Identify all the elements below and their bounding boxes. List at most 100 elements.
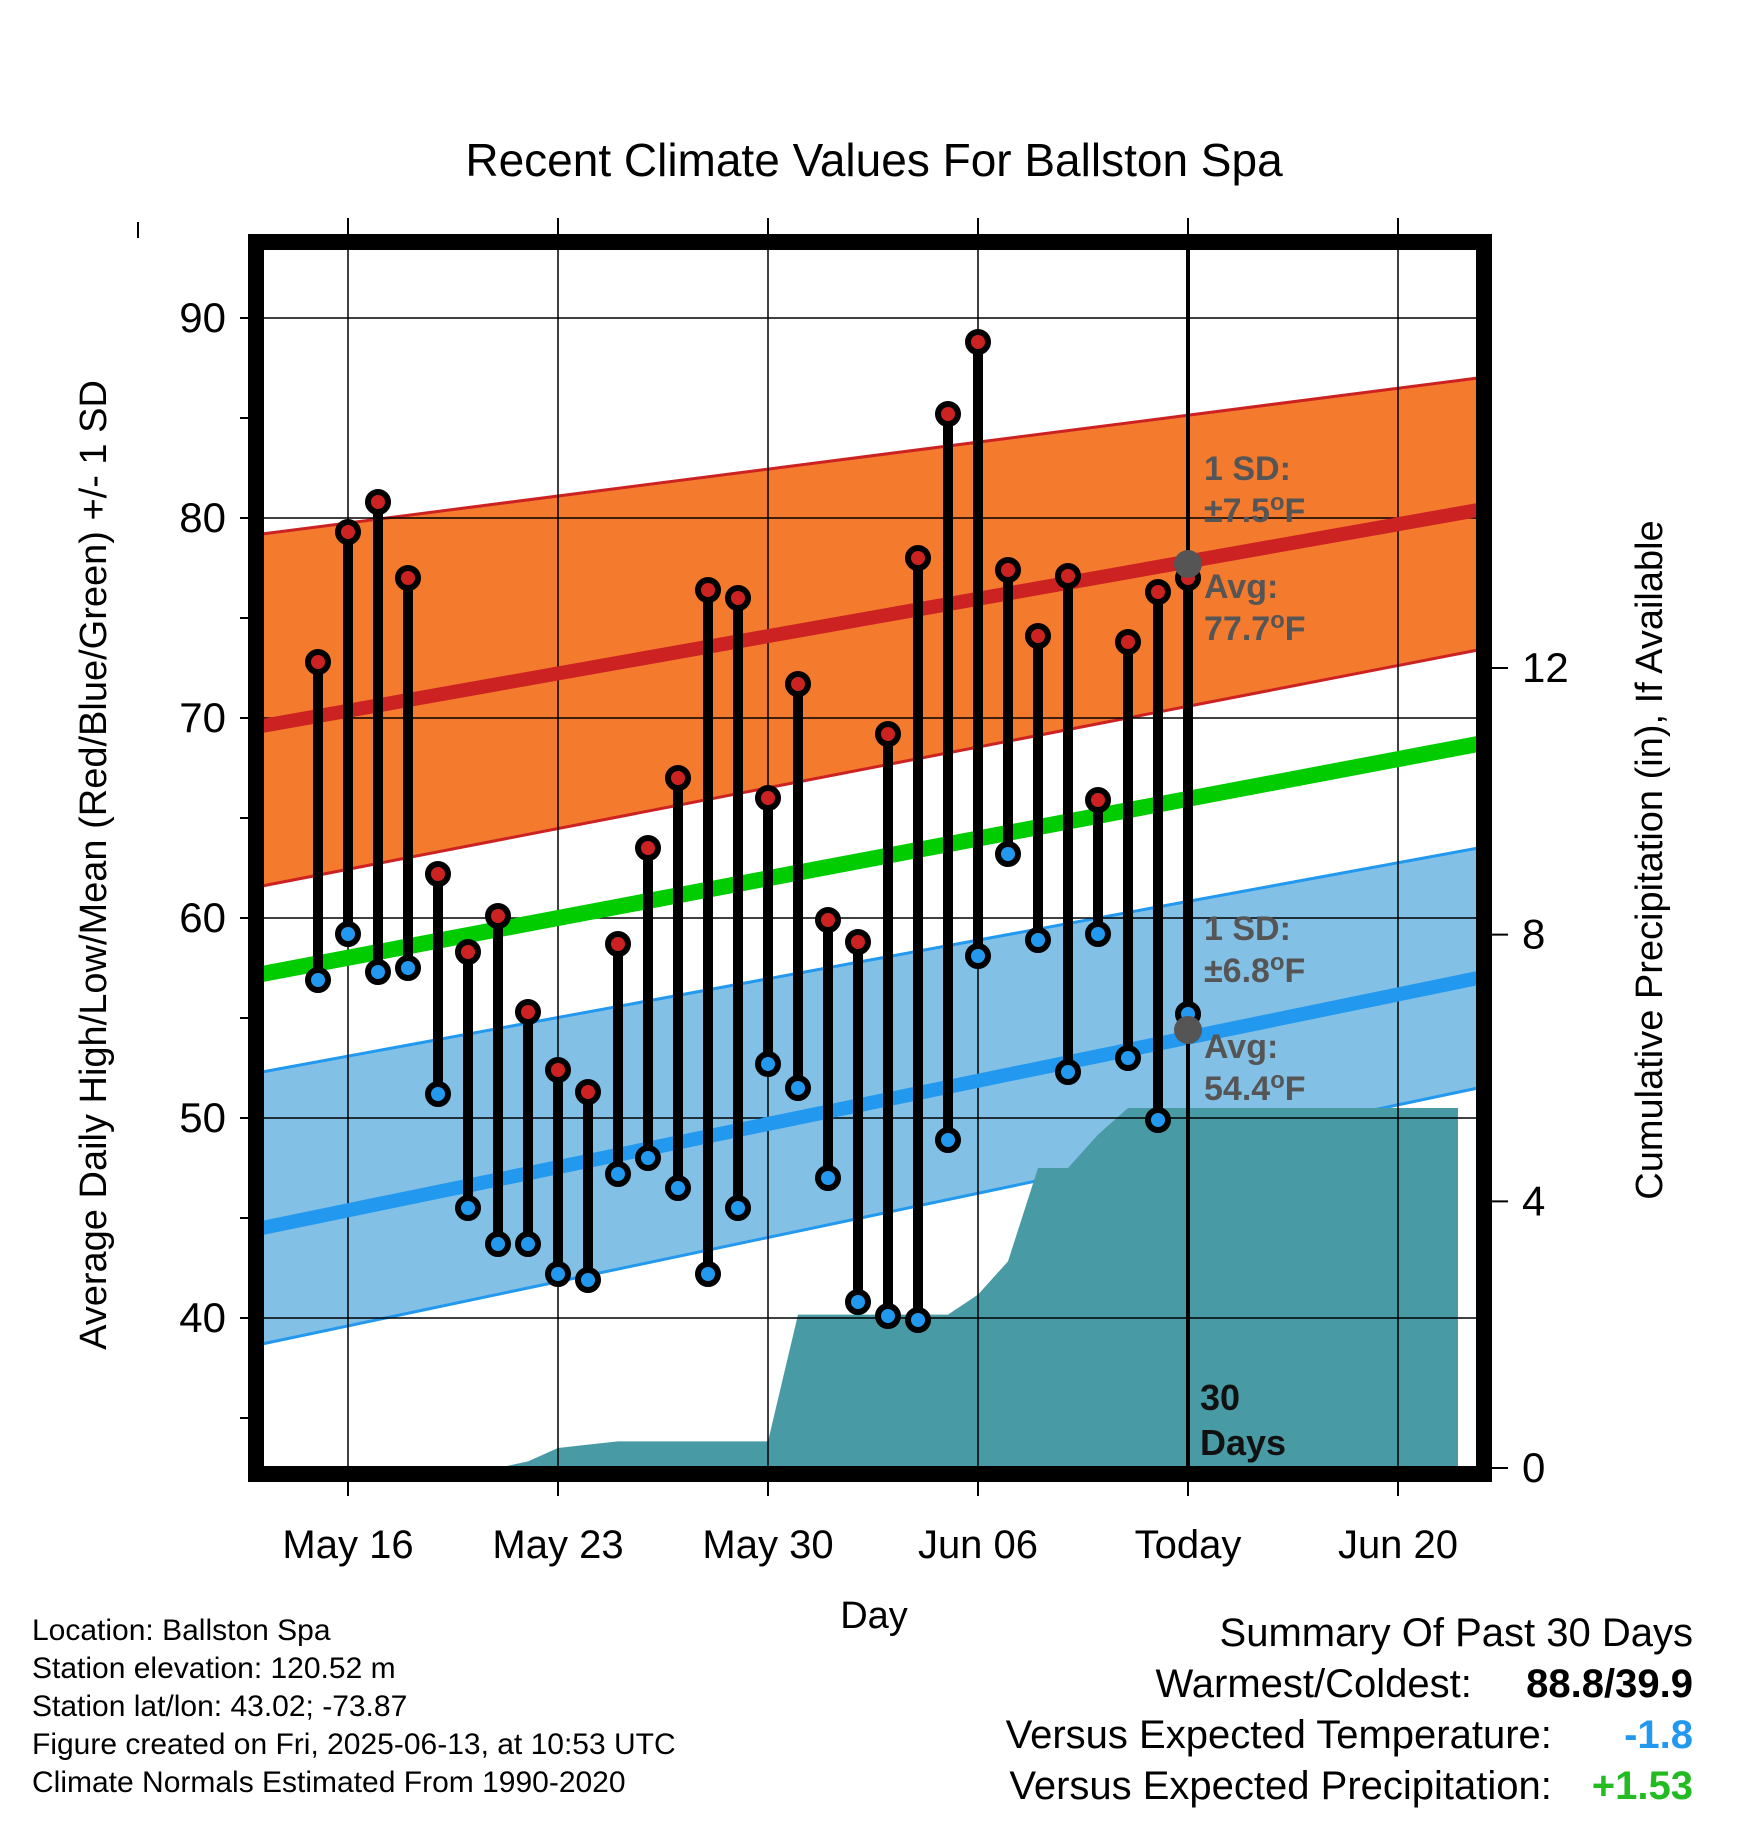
low-point (845, 1289, 871, 1315)
high-point (305, 649, 331, 675)
high-point (335, 519, 361, 545)
high-point (1115, 629, 1141, 655)
low-point (365, 959, 391, 985)
high-point (665, 765, 691, 791)
location-text: Location: Ballston Spa (32, 1614, 331, 1647)
y-tick-label-right: 4 (1522, 1177, 1545, 1224)
high-point (695, 577, 721, 603)
latlon-text: Station lat/lon: 43.02; -73.87 (32, 1690, 408, 1723)
low-point (665, 1175, 691, 1201)
x-tick-label: May 16 (282, 1523, 413, 1567)
summary-temp-row: Versus Expected Temperature: -1.8 (1006, 1710, 1693, 1761)
low-sd-value: ±6.8oF (1204, 949, 1305, 990)
days-word-label: Days (1200, 1422, 1286, 1463)
high-point (605, 931, 631, 957)
summary-precip-row: Versus Expected Precipitation: +1.53 (1006, 1761, 1693, 1812)
temp-label: Versus Expected Temperature: (1005, 1713, 1552, 1757)
high-sd-value: ±7.5oF (1204, 489, 1305, 530)
high-point (755, 785, 781, 811)
x-axis-label: Day (840, 1595, 908, 1637)
low-point (695, 1261, 721, 1287)
temp-value: -1.8 (1624, 1713, 1693, 1757)
high-point (575, 1079, 601, 1105)
high-point (515, 999, 541, 1025)
y-tick-label-right: 12 (1522, 644, 1569, 691)
low-point (755, 1051, 781, 1077)
high-point (725, 585, 751, 611)
high-point (545, 1057, 571, 1083)
x-tick-label: May 30 (702, 1523, 833, 1567)
high-point (1025, 623, 1051, 649)
low-point (815, 1165, 841, 1191)
high-point (365, 489, 391, 515)
low-point (1145, 1107, 1171, 1133)
high-point (785, 671, 811, 697)
precip-value: +1.53 (1591, 1764, 1693, 1808)
low-point (305, 967, 331, 993)
low-point (515, 1231, 541, 1257)
high-point (1085, 787, 1111, 813)
high-point (455, 939, 481, 965)
y-tick-label-left: 40 (179, 1294, 226, 1341)
high-point (635, 835, 661, 861)
high-average-line (260, 503, 1480, 733)
precipitation-area (468, 1108, 1458, 1468)
low-point (875, 1303, 901, 1329)
low-point (395, 955, 421, 981)
y-axis-label-left: Average Daily High/Low/Mean (Red/Blue/Gr… (73, 380, 115, 1350)
low-point (485, 1231, 511, 1257)
y-tick-label-left: 70 (179, 694, 226, 741)
low-point (1025, 927, 1051, 953)
high-avg-value: 77.7oF (1204, 607, 1306, 648)
low-point (425, 1081, 451, 1107)
created-text: Figure created on Fri, 2025-06-13, at 10… (32, 1728, 676, 1761)
chart-title: Recent Climate Values For Ballston Spa (465, 134, 1283, 186)
low-avg-value: 54.4oF (1204, 1067, 1306, 1108)
station-info: Location: Ballston Spa Station elevation… (32, 1612, 676, 1802)
low-point (935, 1127, 961, 1153)
summary-panel: Summary Of Past 30 Days Warmest/Coldest:… (1006, 1608, 1693, 1812)
y-tick-label-left: 90 (179, 294, 226, 341)
mean-average-line (260, 736, 1480, 982)
x-tick-label: May 23 (492, 1523, 623, 1567)
low-point (1085, 921, 1111, 947)
x-tick-label: Jun 20 (1338, 1523, 1458, 1567)
days-count-label: 30 (1200, 1377, 1240, 1418)
precip-label: Versus Expected Precipitation: (1009, 1764, 1552, 1808)
y-tick-label-right: 8 (1522, 911, 1545, 958)
high-point (815, 907, 841, 933)
low-point (965, 943, 991, 969)
low-sd-label: 1 SD: (1204, 910, 1291, 948)
summary-title: Summary Of Past 30 Days (1219, 1611, 1693, 1655)
summary-warmest-row: Warmest/Coldest: 88.8/39.9 (1006, 1659, 1694, 1710)
low-point (905, 1307, 931, 1333)
high-sd-label: 1 SD: (1204, 450, 1291, 488)
high-avg-label: Avg: (1204, 568, 1278, 606)
x-tick-label: Jun 06 (918, 1523, 1038, 1567)
y-axis-label-right: Cumulative Precipitation (in), If Availa… (1629, 520, 1671, 1199)
high-point (965, 329, 991, 355)
high-point (1145, 579, 1171, 605)
elevation-text: Station elevation: 120.52 m (32, 1652, 396, 1685)
today-low-avg-marker (1174, 1016, 1202, 1044)
high-point (1055, 563, 1081, 589)
normals-text: Climate Normals Estimated From 1990-2020 (32, 1766, 626, 1799)
warmest-label: Warmest/Coldest: (1155, 1662, 1472, 1706)
high-point (905, 545, 931, 571)
high-point (395, 565, 421, 591)
high-point (875, 721, 901, 747)
x-tick-label: Today (1135, 1523, 1242, 1567)
low-point (725, 1195, 751, 1221)
low-point (1055, 1059, 1081, 1085)
today-high-avg-marker (1174, 550, 1202, 578)
plot-frame (248, 234, 1492, 1482)
low-point (995, 841, 1021, 867)
low-point (635, 1145, 661, 1171)
high-point (935, 401, 961, 427)
y-tick-label-left: 60 (179, 894, 226, 941)
low-point (1115, 1045, 1141, 1071)
high-point (425, 861, 451, 887)
high-point (845, 929, 871, 955)
low-point (605, 1161, 631, 1187)
